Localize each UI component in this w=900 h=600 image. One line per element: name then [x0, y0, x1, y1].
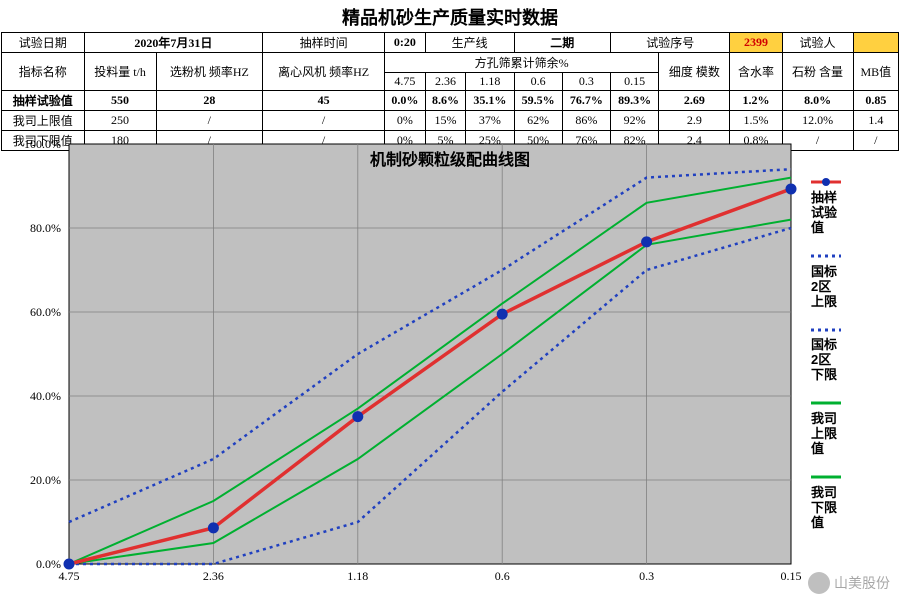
cell: 45 [263, 91, 385, 111]
cell: 0.0% [385, 91, 426, 111]
cell: 0.85 [853, 91, 898, 111]
cell: 2.69 [659, 91, 730, 111]
h-s2: 1.18 [466, 73, 514, 91]
h-s5: 0.15 [611, 73, 659, 91]
val-time: 0:20 [385, 33, 426, 53]
cell: 8.6% [425, 91, 466, 111]
cell: 1.2% [730, 91, 782, 111]
cell: 86% [562, 111, 610, 131]
cell: / [263, 111, 385, 131]
legend-item: 国标 2区 下限 [811, 324, 855, 384]
watermark-text: 山美股份 [834, 573, 890, 593]
cell: 550 [84, 91, 156, 111]
h-clf: 选粉机 频率HZ [156, 53, 263, 91]
cell: 2.9 [659, 111, 730, 131]
chart-area: 机制砂颗粒级配曲线图 0.0%20.0%40.0%60.0%80.0%100.0… [1, 140, 899, 598]
svg-text:0.15: 0.15 [781, 569, 802, 583]
h-cen: 离心风机 频率HZ [263, 53, 385, 91]
svg-text:0.0%: 0.0% [36, 557, 61, 571]
val-seq: 2399 [730, 33, 782, 53]
svg-text:60.0%: 60.0% [30, 305, 61, 319]
cell: 37% [466, 111, 514, 131]
svg-text:1.18: 1.18 [347, 569, 368, 583]
cell: 0% [385, 111, 426, 131]
lbl-seq: 试验序号 [611, 33, 730, 53]
cell: 8.0% [782, 91, 853, 111]
header-table: 试验日期 2020年7月31日 抽样时间 0:20 生产线 二期 试验序号 23… [1, 32, 899, 151]
lbl-line: 生产线 [425, 33, 514, 53]
svg-text:40.0%: 40.0% [30, 389, 61, 403]
cell: 15% [425, 111, 466, 131]
legend-item: 国标 2区 上限 [811, 250, 855, 310]
svg-text:0.6: 0.6 [495, 569, 510, 583]
cell: 59.5% [514, 91, 562, 111]
h-moist: 含水率 [730, 53, 782, 91]
page-title: 精品机砂生产质量实时数据 [0, 0, 900, 32]
val-date: 2020年7月31日 [84, 33, 263, 53]
cell: 92% [611, 111, 659, 131]
cell: 76.7% [562, 91, 610, 111]
h-indicator: 指标名称 [2, 53, 85, 91]
h-stone: 石粉 含量 [782, 53, 853, 91]
h-fm: 细度 模数 [659, 53, 730, 91]
h-mb: MB值 [853, 53, 898, 91]
svg-text:20.0%: 20.0% [30, 473, 61, 487]
lbl-date: 试验日期 [2, 33, 85, 53]
legend-item: 抽样 试验 值 [811, 176, 855, 236]
val-line: 二期 [514, 33, 611, 53]
gradation-chart: 0.0%20.0%40.0%60.0%80.0%100.0%4.752.361.… [1, 140, 899, 598]
chart-legend: 抽样 试验 值国标 2区 上限国标 2区 下限我司 上限 值我司 下限 值 [811, 176, 855, 545]
cell: 250 [84, 111, 156, 131]
svg-text:80.0%: 80.0% [30, 221, 61, 235]
h-s0: 4.75 [385, 73, 426, 91]
watermark-icon [808, 572, 830, 594]
svg-text:4.75: 4.75 [59, 569, 80, 583]
cell: / [156, 111, 263, 131]
cell: 35.1% [466, 91, 514, 111]
legend-item: 我司 下限 值 [811, 471, 855, 531]
val-tester [853, 33, 898, 53]
chart-title: 机制砂颗粒级配曲线图 [1, 146, 899, 170]
lbl-time: 抽样时间 [263, 33, 385, 53]
lbl-tester: 试验人 [782, 33, 853, 53]
h-feed: 投料量 t/h [84, 53, 156, 91]
svg-text:2.36: 2.36 [203, 569, 224, 583]
table-row: 抽样试验值55028450.0%8.6%35.1%59.5%76.7%89.3%… [2, 91, 899, 111]
cell: 12.0% [782, 111, 853, 131]
h-sieve: 方孔筛累计筛余% [385, 53, 659, 73]
svg-text:0.3: 0.3 [639, 569, 654, 583]
cell: 62% [514, 111, 562, 131]
h-s3: 0.6 [514, 73, 562, 91]
table-row: 我司上限值250//0%15%37%62%86%92%2.91.5%12.0%1… [2, 111, 899, 131]
cell: 我司上限值 [2, 111, 85, 131]
cell: 1.5% [730, 111, 782, 131]
col-header-row-1: 指标名称 投料量 t/h 选粉机 频率HZ 离心风机 频率HZ 方孔筛累计筛余%… [2, 53, 899, 73]
meta-row: 试验日期 2020年7月31日 抽样时间 0:20 生产线 二期 试验序号 23… [2, 33, 899, 53]
h-s1: 2.36 [425, 73, 466, 91]
cell: 89.3% [611, 91, 659, 111]
watermark: 山美股份 [808, 572, 890, 594]
legend-item: 我司 上限 值 [811, 397, 855, 457]
cell: 28 [156, 91, 263, 111]
cell: 1.4 [853, 111, 898, 131]
cell: 抽样试验值 [2, 91, 85, 111]
h-s4: 0.3 [562, 73, 610, 91]
